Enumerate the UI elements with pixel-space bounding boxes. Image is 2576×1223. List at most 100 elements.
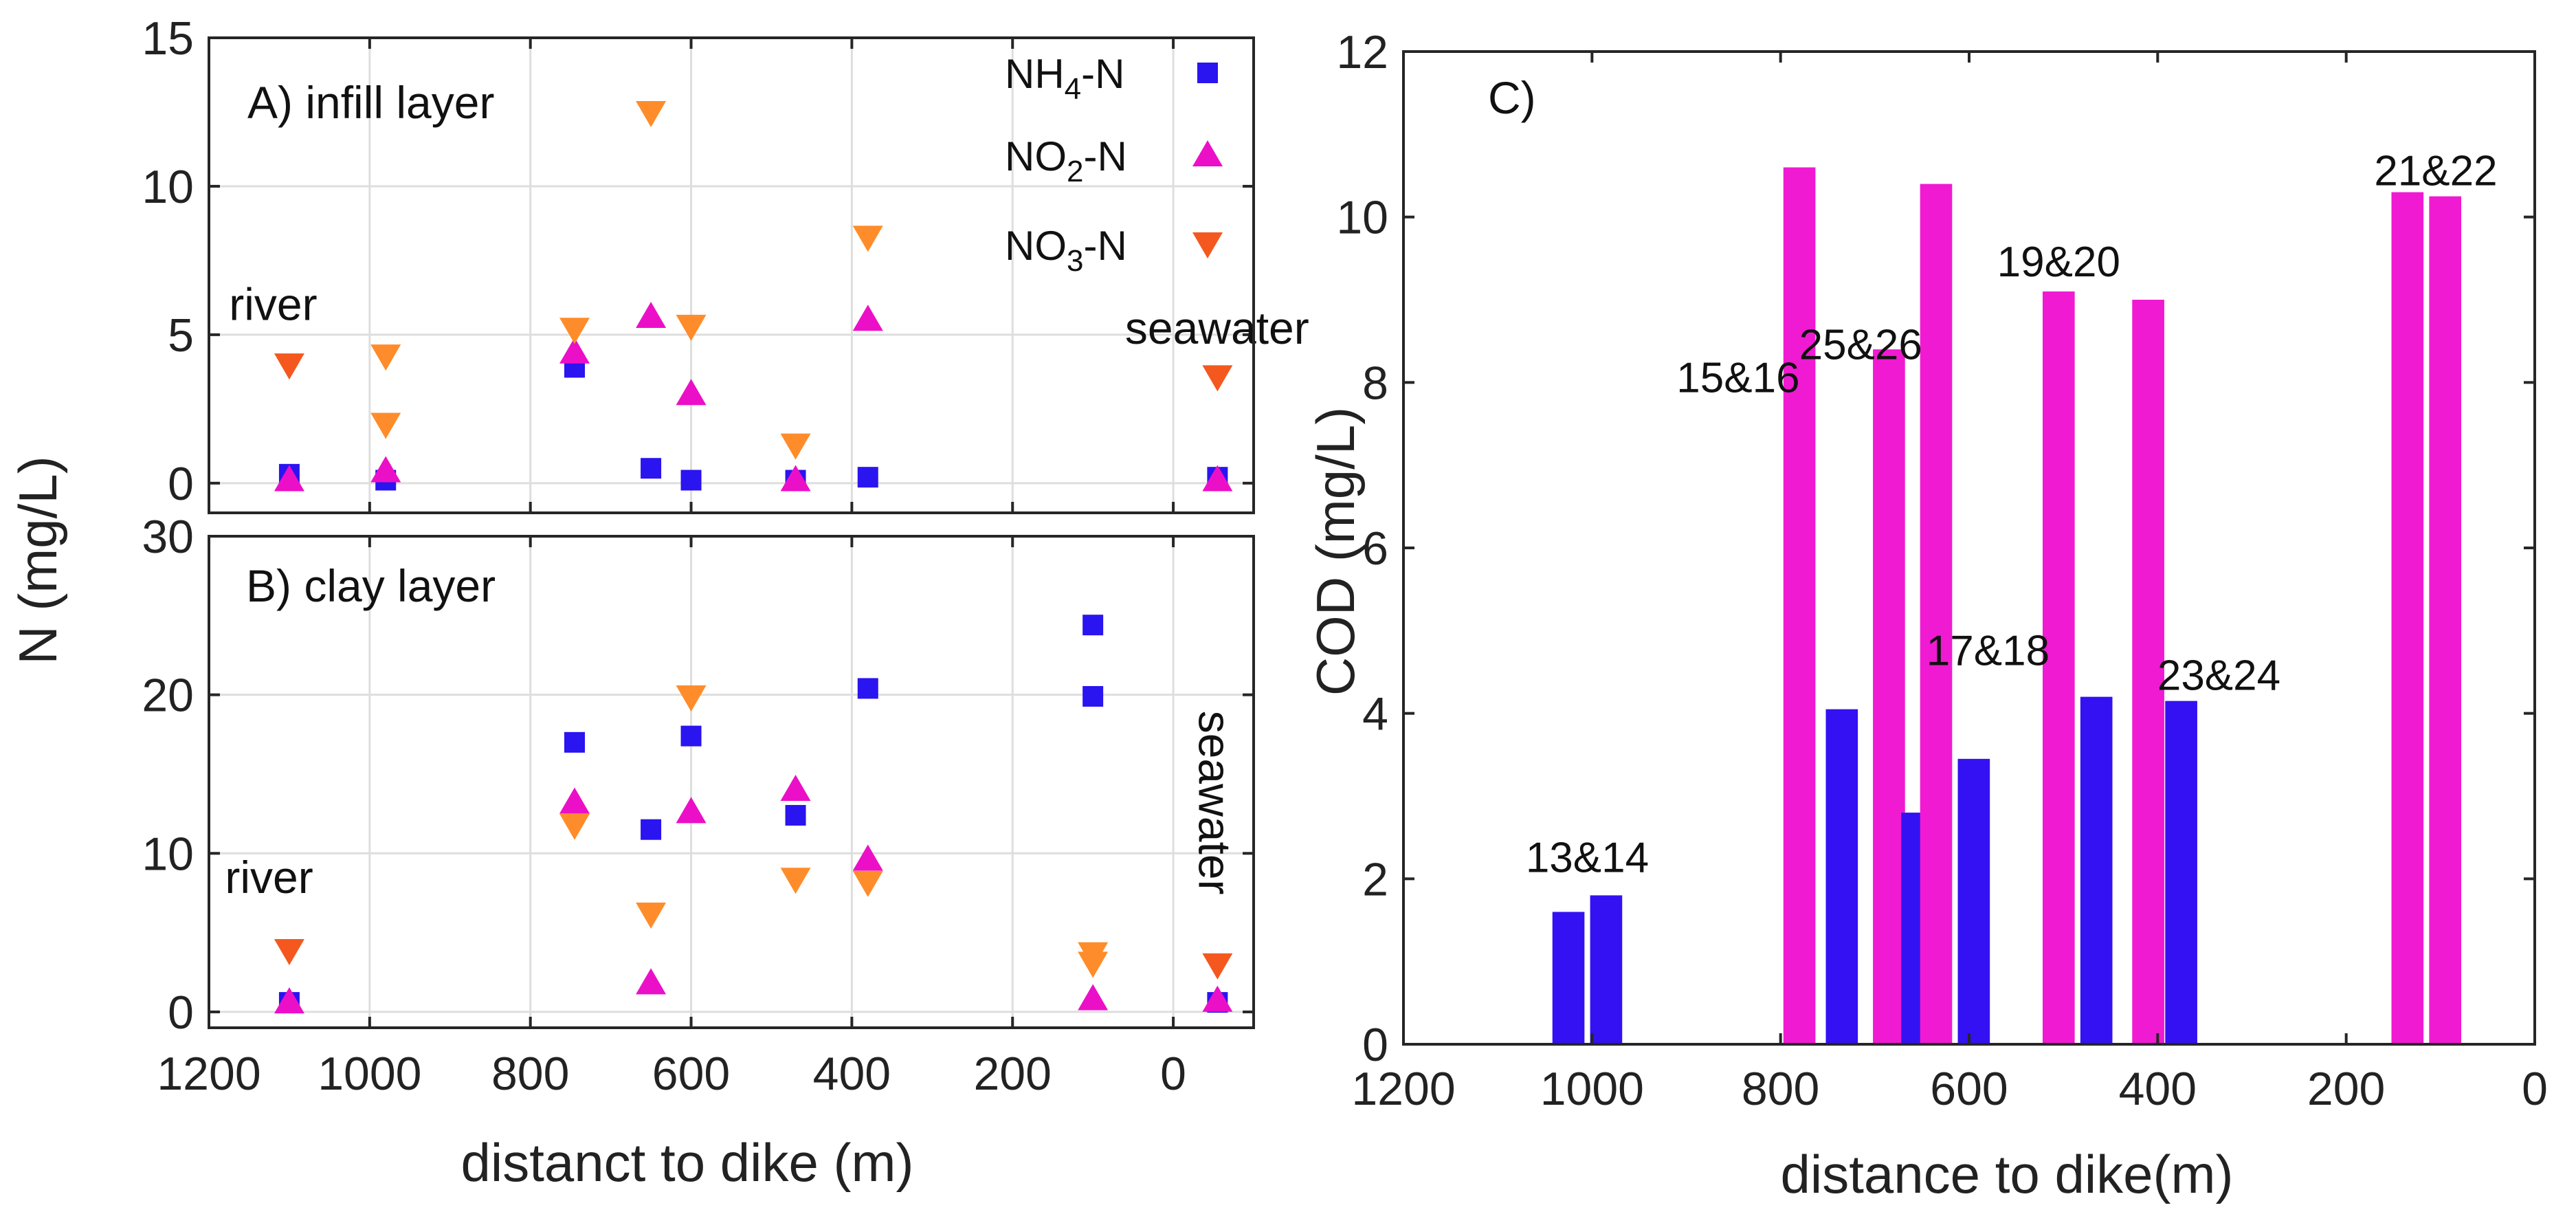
panel-c-x-tick-label: 1000: [1540, 1063, 1644, 1115]
panel-b-point-nh4-n: [1082, 615, 1104, 636]
panel-b-point-no3-n: [559, 813, 590, 840]
panel-c-x-tick-label: 800: [1742, 1063, 1819, 1115]
panel-c-x-tick-label: 200: [2307, 1063, 2385, 1115]
panel-a-point-no3-n: [1202, 365, 1233, 392]
panel-a-point-no3-n: [370, 344, 401, 371]
legend-no3-marker-shape: [1192, 232, 1223, 258]
panel-b-x-tick-label: 200: [973, 1048, 1051, 1100]
legend-nh4-marker-shape: [1197, 63, 1218, 83]
panel-c-y-ticks: 0 2 4 6 8 10 12: [1336, 26, 2535, 1071]
panel-a-point-no2-n: [274, 465, 304, 492]
panel-b-title: B) clay layer: [246, 560, 496, 611]
panel-c-bar: [1957, 758, 1990, 1044]
panel-b-point-nh4-n: [1082, 685, 1104, 707]
panel-a-point-no3-n: [370, 412, 401, 439]
panel-b-point-no3-n: [1202, 953, 1233, 980]
panel-b-x-ticks: 1200 1000 800 600 400 200 0: [157, 536, 1186, 1100]
panel-c-y-axis-label: COD (mg/L): [1305, 407, 1366, 696]
panel-c-bar-label: 15&16: [1676, 354, 1799, 401]
legend-no2-marker-shape: [1192, 140, 1223, 166]
panel-a-point-no2-n: [636, 301, 667, 328]
panel-a-point-nh4-n: [641, 458, 662, 479]
panel-c-x-axis-label: distance to dike(m): [1781, 1144, 2234, 1204]
panel-c-bar-label: 17&18: [1927, 628, 2050, 675]
panel-c-x-tick-label: 1200: [1351, 1063, 1455, 1115]
panel-c-y-tick-label: 0: [1362, 1019, 1388, 1071]
panel-c-bar: [2132, 300, 2164, 1044]
panel-a-frame: [208, 36, 1255, 514]
panel-c-x-tick-label: 400: [2119, 1063, 2197, 1115]
panel-a-point-no3-n: [780, 433, 811, 460]
panel-b-y-ticks: 0 10 20 30: [142, 511, 1254, 1039]
panel-b-point-no2-n: [676, 797, 707, 824]
panel-a-point-no2-n: [1202, 465, 1233, 492]
legend-no3-label: NO3-N: [1005, 223, 1127, 278]
panel-b-markers: [274, 615, 1233, 1014]
legend-nh4-label: NH4-N: [1005, 51, 1124, 106]
panel-b-frame: [208, 535, 1255, 1029]
panel-b-point-nh4-n: [785, 804, 806, 826]
panel-c-bar: [1552, 912, 1585, 1044]
panel-b-x-tick-label: 600: [652, 1048, 730, 1100]
panel-c-bars: [1552, 167, 2462, 1045]
panel-a-y-ticks: 0 5 10 15: [142, 12, 1254, 510]
legend-no2-label: NO2-N: [1005, 133, 1127, 188]
panel-b-point-no2-n: [780, 775, 811, 802]
panel-b-x-tick-label: 800: [491, 1048, 569, 1100]
panel-c-y-tick-label: 4: [1362, 688, 1388, 740]
panel-b-point-no3-n: [852, 870, 883, 897]
panel-a-point-no2-n: [676, 379, 707, 406]
panel-b-x-tick-label: 1200: [157, 1048, 260, 1100]
panel-b-point-no3-n: [780, 868, 811, 894]
panel-a-title: A) infill layer: [247, 77, 494, 128]
panel-a-point-no2-n: [370, 456, 401, 483]
panel-b-point-no3-n: [1078, 951, 1109, 978]
legend-nh4-marker: [1197, 63, 1218, 83]
legend-no2-marker: [1192, 140, 1223, 166]
panel-a-point-no3-n: [559, 318, 590, 344]
panel-b-x-tick-label: 400: [813, 1048, 891, 1100]
panel-c-bar-label: 19&20: [1997, 239, 2120, 286]
panel-b-y-tick-label: 30: [142, 511, 194, 563]
panel-b-point-no2-n: [559, 787, 590, 814]
panel-b-y-tick-label: 10: [142, 828, 194, 880]
panel-b-point-no3-n: [636, 902, 667, 929]
panel-c-bar-label: 13&14: [1526, 834, 1649, 881]
panel-c-bar: [1873, 349, 1905, 1044]
panel-c-y-tick-label: 8: [1362, 357, 1388, 409]
panel-c-bar: [1825, 709, 1858, 1044]
panel-a-point-nh4-n: [857, 467, 878, 488]
panel-a-point-no2-n: [559, 337, 590, 364]
panel-b-point-no2-n: [274, 987, 304, 1014]
panel-b-point-nh4-n: [564, 731, 585, 753]
panel-b-point-nh4-n: [680, 725, 702, 747]
panel-b-clay-layer: 0 10 20 30 1200 1000 800 600 400 200 0 river seawa…: [142, 511, 1255, 1100]
panel-c-frame: [1402, 50, 2536, 1046]
panel-c-y-tick-label: 2: [1362, 853, 1388, 905]
panel-a-point-no3-n: [274, 353, 304, 380]
panel-a-y-tick-label: 10: [142, 161, 194, 213]
panels-ab-x-axis-label: distanct to dike (m): [461, 1132, 914, 1193]
panel-c-title: C): [1488, 72, 1536, 123]
panel-c-bar: [2391, 192, 2424, 1045]
panel-b-annotations: river seawater: [225, 711, 1240, 903]
panel-c-bar-label: 25&26: [1799, 321, 1922, 368]
panel-c-bar: [2042, 291, 2075, 1044]
panel-b-y-tick-label: 20: [142, 670, 194, 722]
panel-a-legend: NH4-N NO2-N NO3-N: [1005, 51, 1223, 278]
panel-c-bar: [2165, 701, 2197, 1044]
panel-a-point-nh4-n: [680, 470, 702, 491]
panel-a-infill-layer: 0 5 10 15 river seawater A) infill layer NH4…: [142, 12, 1309, 514]
panel-b-annotation: seawater: [1189, 711, 1240, 895]
panel-c-y-tick-label: 10: [1336, 192, 1388, 244]
panel-b-y-tick-label: 0: [168, 987, 194, 1039]
panel-c-bar-label: 21&22: [2374, 148, 2497, 195]
panel-b-point-no3-n: [676, 685, 707, 712]
panel-a-point-no3-n: [852, 225, 883, 252]
panel-b-point-no2-n: [636, 968, 667, 995]
panel-c-x-ticks: 1200 1000 800 600 400 200 0: [1351, 52, 2548, 1115]
panel-c-bar: [2080, 696, 2113, 1044]
